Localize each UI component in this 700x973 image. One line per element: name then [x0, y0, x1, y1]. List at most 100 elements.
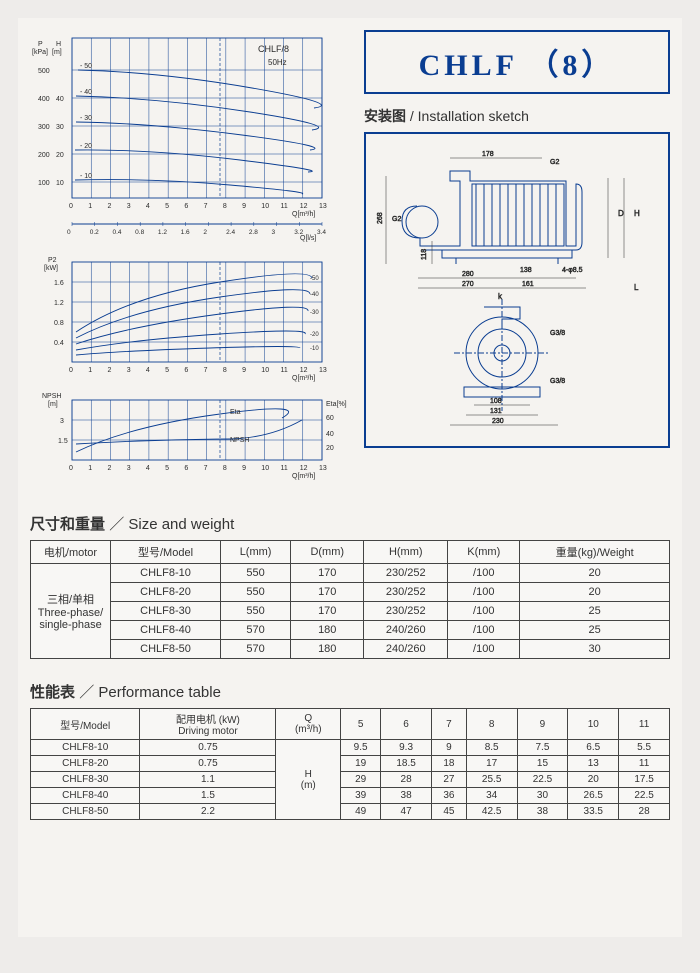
- svg-text:10: 10: [56, 180, 64, 187]
- svg-text:131: 131: [490, 408, 502, 415]
- svg-text:0.4: 0.4: [112, 229, 121, 236]
- svg-text:8: 8: [223, 367, 227, 374]
- svg-text:P: P: [38, 41, 43, 48]
- svg-text:- 50: - 50: [80, 63, 92, 70]
- table-header: L(mm): [221, 541, 291, 564]
- svg-text:-50: -50: [310, 276, 319, 282]
- size-weight-table: 电机/motor型号/ModelL(mm)D(mm)H(mm)K(mm)重量(k…: [30, 540, 670, 659]
- svg-text:7: 7: [204, 203, 208, 210]
- svg-text:4: 4: [146, 203, 150, 210]
- svg-text:6: 6: [184, 465, 188, 472]
- svg-text:11: 11: [281, 367, 288, 374]
- svg-text:2: 2: [107, 203, 111, 210]
- svg-text:0.2: 0.2: [90, 229, 99, 236]
- svg-text:0: 0: [69, 465, 73, 472]
- svg-text:1: 1: [88, 465, 92, 472]
- svg-text:CHLF/8: CHLF/8: [258, 44, 289, 54]
- svg-text:1.6: 1.6: [181, 229, 190, 236]
- svg-text:20: 20: [56, 152, 64, 159]
- svg-text:2: 2: [107, 465, 111, 472]
- product-title: CHLF （8）: [419, 49, 616, 82]
- svg-text:6: 6: [184, 203, 188, 210]
- svg-text:P2: P2: [48, 257, 57, 264]
- svg-text:20: 20: [326, 445, 334, 452]
- table-row: 三相/单相 Three-phase/ single-phaseCHLF8-105…: [31, 564, 670, 583]
- svg-text:G3/8: G3/8: [550, 330, 565, 337]
- svg-text:161: 161: [522, 281, 534, 288]
- svg-text:G2: G2: [550, 159, 559, 166]
- table-header: D(mm): [291, 541, 364, 564]
- size-weight-section: 尺寸和重量 ／ Size and weight 电机/motor型号/Model…: [30, 513, 670, 659]
- svg-text:10: 10: [261, 465, 269, 472]
- svg-text:5: 5: [165, 203, 169, 210]
- table-header: 8: [466, 709, 517, 740]
- table-header: 11: [619, 709, 670, 740]
- svg-text:13: 13: [319, 367, 327, 374]
- svg-text:10: 10: [261, 203, 269, 210]
- svg-text:50Hz: 50Hz: [268, 58, 287, 67]
- table-header: Q (m³/h): [276, 709, 341, 740]
- svg-text:- 30: - 30: [80, 115, 92, 122]
- svg-text:500: 500: [38, 68, 50, 75]
- svg-text:8: 8: [223, 465, 227, 472]
- table-header: 7: [431, 709, 466, 740]
- svg-text:10: 10: [261, 367, 269, 374]
- table-header: K(mm): [448, 541, 520, 564]
- svg-text:9: 9: [242, 367, 246, 374]
- svg-text:108: 108: [490, 398, 502, 405]
- svg-text:-20: -20: [310, 332, 319, 338]
- svg-text:4-φ8.5: 4-φ8.5: [562, 267, 583, 274]
- svg-text:2.4: 2.4: [226, 229, 235, 236]
- table-row: CHLF8-20550170230/252/10020: [31, 583, 670, 602]
- svg-text:1: 1: [88, 203, 92, 210]
- svg-text:230: 230: [492, 418, 504, 425]
- table-header: 5: [341, 709, 381, 740]
- table-header: 6: [381, 709, 432, 740]
- svg-text:1.6: 1.6: [54, 280, 64, 287]
- svg-text:1.5: 1.5: [58, 438, 68, 445]
- svg-text:0: 0: [67, 229, 71, 236]
- table-row: CHLF8-301.129282725.522.52017.5: [31, 772, 670, 788]
- svg-text:118: 118: [421, 249, 428, 260]
- svg-text:138: 138: [520, 267, 532, 274]
- svg-text:3: 3: [127, 465, 131, 472]
- svg-text:7: 7: [204, 465, 208, 472]
- svg-text:H: H: [56, 41, 61, 48]
- svg-text:[m]: [m]: [48, 401, 58, 408]
- svg-text:Eta[%]: Eta[%]: [326, 401, 347, 408]
- svg-text:Q[m³/h]: Q[m³/h]: [292, 473, 315, 480]
- table-row: CHLF8-401.5393836343026.522.5: [31, 788, 670, 804]
- product-title-box: CHLF （8）: [364, 30, 670, 94]
- table-header: 电机/motor: [31, 541, 111, 564]
- svg-text:200: 200: [38, 152, 50, 159]
- svg-text:H: H: [634, 209, 640, 218]
- svg-text:40: 40: [56, 96, 64, 103]
- svg-text:-30: -30: [310, 310, 319, 316]
- performance-charts: P[kPa] H[m] 100 200 300 400 500 10 20 30…: [30, 30, 350, 491]
- svg-text:3: 3: [127, 367, 131, 374]
- svg-text:13: 13: [319, 203, 327, 210]
- svg-text:9: 9: [242, 465, 246, 472]
- table-row: CHLF8-50570180240/260/10030: [31, 640, 670, 659]
- table-header: 9: [517, 709, 568, 740]
- table-row: CHLF8-200.751918.51817151311: [31, 756, 670, 772]
- svg-text:400: 400: [38, 96, 50, 103]
- table-header: H(mm): [364, 541, 448, 564]
- svg-text:12: 12: [300, 203, 308, 210]
- svg-text:[kW]: [kW]: [44, 265, 58, 272]
- svg-text:0.8: 0.8: [135, 229, 144, 236]
- size-weight-heading: 尺寸和重量 ／ Size and weight: [30, 513, 670, 534]
- svg-text:4: 4: [146, 367, 150, 374]
- svg-text:L: L: [634, 283, 639, 292]
- svg-text:60: 60: [326, 415, 334, 422]
- svg-text:7: 7: [204, 367, 208, 374]
- svg-text:G3/8: G3/8: [550, 378, 565, 385]
- svg-text:280: 280: [462, 271, 474, 278]
- svg-text:11: 11: [281, 465, 288, 472]
- svg-text:100: 100: [38, 180, 50, 187]
- table-header: 重量(kg)/Weight: [520, 541, 670, 564]
- performance-heading: 性能表 ／ Performance table: [30, 681, 670, 702]
- svg-text:2: 2: [107, 367, 111, 374]
- svg-text:[kPa]: [kPa]: [32, 49, 48, 56]
- performance-table: 型号/Model配用电机 (kW) Driving motorQ (m³/h)5…: [30, 708, 670, 820]
